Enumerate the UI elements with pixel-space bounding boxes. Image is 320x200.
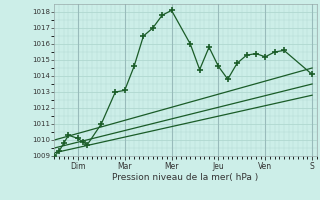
X-axis label: Pression niveau de la mer( hPa ): Pression niveau de la mer( hPa ) xyxy=(112,173,259,182)
